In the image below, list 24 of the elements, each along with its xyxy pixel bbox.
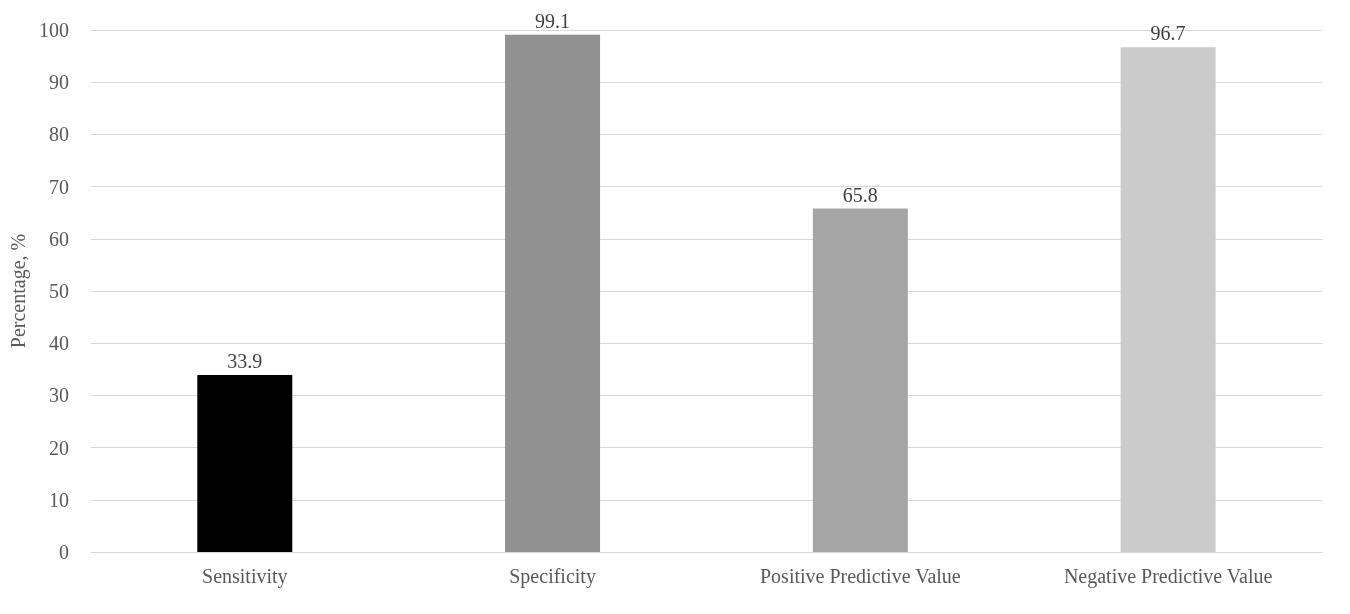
- y-tick-label: 0: [58, 541, 69, 563]
- y-tick-label: 80: [48, 123, 69, 146]
- x-tick-label: Positive Predictive Value: [759, 565, 961, 587]
- bar: [197, 375, 293, 552]
- y-tick-label: 10: [48, 488, 69, 511]
- data-label: 65.8: [842, 183, 878, 206]
- x-tick-label: Sensitivity: [202, 565, 288, 588]
- y-tick-label: 100: [38, 19, 69, 41]
- data-label: 99.1: [535, 9, 571, 32]
- y-axis-title: Percentage, %: [7, 233, 30, 349]
- y-tick-label: 30: [48, 384, 69, 407]
- data-label: 96.7: [1150, 22, 1186, 45]
- bar: [812, 208, 908, 552]
- y-tick-label: 60: [48, 227, 69, 250]
- y-tick-label: 50: [48, 280, 69, 302]
- y-tick-label: 70: [48, 175, 69, 198]
- bar: [1120, 47, 1216, 552]
- x-tick-label: Specificity: [509, 565, 596, 588]
- y-tick-label: 40: [48, 332, 69, 355]
- y-tick-label: 90: [48, 71, 69, 94]
- bar: [505, 34, 601, 552]
- y-tick-label: 20: [48, 436, 69, 459]
- x-tick-label: Negative Predictive Value: [1063, 565, 1273, 588]
- data-label: 33.9: [227, 350, 263, 373]
